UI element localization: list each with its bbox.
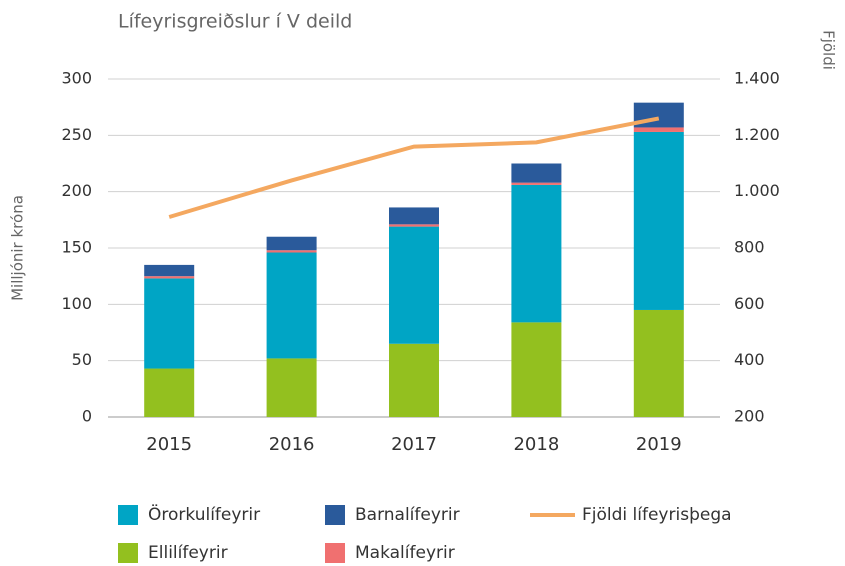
bar-segment bbox=[389, 343, 439, 417]
bar-segment bbox=[389, 207, 439, 225]
bar-segment bbox=[144, 368, 195, 417]
bar-segment bbox=[266, 250, 317, 253]
line-series bbox=[168, 116, 660, 219]
y2-tick-label: 800 bbox=[734, 238, 765, 257]
legend-label: Örorkulífeyrir bbox=[148, 503, 260, 525]
y2-tick-label: 600 bbox=[734, 294, 765, 313]
bar-segment bbox=[511, 322, 562, 417]
bar-segment bbox=[144, 278, 195, 369]
bar-segment bbox=[389, 224, 439, 227]
bar-segment bbox=[389, 226, 439, 344]
y-tick-label: 250 bbox=[61, 125, 92, 144]
y2-tick-label: 1.000 bbox=[734, 181, 780, 200]
y-tick-label: 150 bbox=[61, 238, 92, 257]
bar-segment bbox=[511, 184, 562, 323]
y-axis-title: Milljónir króna bbox=[9, 195, 27, 301]
legend-label: Barnalífeyrir bbox=[355, 505, 460, 525]
x-tick-label: 2016 bbox=[269, 434, 315, 455]
y-tick-label: 50 bbox=[72, 350, 92, 369]
bar-segment bbox=[511, 163, 562, 183]
y-tick-label: 0 bbox=[82, 407, 92, 426]
y-tick-label: 100 bbox=[61, 294, 92, 313]
legend-swatch bbox=[118, 543, 138, 563]
y-tick-label: 200 bbox=[61, 181, 92, 200]
bar-segment bbox=[633, 131, 684, 310]
y2-tick-label: 1.200 bbox=[734, 125, 780, 144]
legend-swatch bbox=[325, 543, 345, 563]
y2-axis-title: Fjöldi bbox=[820, 30, 838, 70]
bar-segment bbox=[511, 182, 562, 185]
chart-title: Lífeyrisgreiðslur í V deild bbox=[118, 11, 352, 33]
y2-tick-label: 400 bbox=[734, 350, 765, 369]
bar-segment bbox=[266, 252, 317, 359]
bar-segment bbox=[144, 276, 195, 279]
y2-tick-label: 200 bbox=[734, 407, 765, 426]
legend-label: Makalífeyrir bbox=[355, 543, 455, 563]
y2-tick-label: 1.400 bbox=[734, 69, 780, 88]
bar-segment bbox=[633, 127, 684, 132]
legend-swatch bbox=[325, 505, 345, 525]
legend-label: Fjöldi lífeyrisþega bbox=[582, 505, 732, 525]
x-tick-label: 2017 bbox=[391, 434, 437, 455]
legend-swatch bbox=[118, 505, 138, 525]
x-tick-label: 2019 bbox=[636, 434, 682, 455]
x-tick-label: 2018 bbox=[513, 434, 559, 455]
legend-label: Ellilífeyrir bbox=[148, 543, 228, 563]
bar-segment bbox=[266, 358, 317, 417]
x-tick-label: 2015 bbox=[146, 434, 192, 455]
y-tick-label: 300 bbox=[61, 69, 92, 88]
bar-segment bbox=[144, 264, 195, 277]
bar-segment bbox=[633, 309, 684, 417]
bar-segment bbox=[266, 236, 317, 251]
